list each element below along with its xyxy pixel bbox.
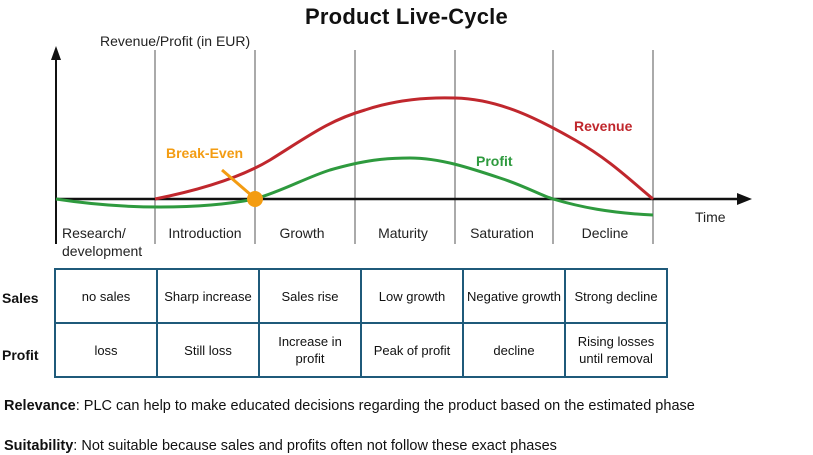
suitability-paragraph: Suitability: Not suitable because sales … — [4, 438, 557, 454]
y-axis-label: Revenue/Profit (in EUR) — [100, 33, 250, 49]
relevance-paragraph: Relevance: PLC can help to make educated… — [4, 398, 695, 414]
profit-curve — [55, 156, 654, 217]
phase-dividers — [154, 50, 654, 244]
suitability-text: : Not suitable because sales and profits… — [73, 438, 557, 454]
relevance-label: Relevance — [4, 398, 76, 414]
table-cell: Sales rise — [258, 268, 362, 324]
table-cell: Still loss — [156, 322, 260, 378]
table-cell: Peak of profit — [360, 322, 464, 378]
phase-label-saturation: Saturation — [470, 225, 534, 241]
phase-label-growth: Growth — [279, 225, 324, 241]
row-label-profit: Profit — [2, 347, 39, 363]
plc-chart: Revenue/Profit (in EUR) Time Revenue Pro… — [51, 33, 752, 259]
table-row-profit: loss Still loss Increase in profit Peak … — [54, 322, 668, 378]
break-even-point — [247, 191, 263, 207]
break-even-label: Break-Even — [166, 145, 243, 161]
suitability-label: Suitability — [4, 438, 74, 454]
phase-label-maturity: Maturity — [378, 225, 428, 241]
phase-table: no sales Sharp increase Sales rise Low g… — [54, 268, 668, 378]
phase-label-research-line2: development — [62, 243, 142, 259]
table-cell: Negative growth — [462, 268, 566, 324]
table-cell: Sharp increase — [156, 268, 260, 324]
table-cell: Increase in profit — [258, 322, 362, 378]
break-even-pointer — [221, 168, 252, 197]
table-cell: Strong decline — [564, 268, 668, 324]
table-cell: loss — [54, 322, 158, 378]
phase-label-introduction: Introduction — [168, 225, 241, 241]
revenue-label: Revenue — [574, 118, 633, 134]
profit-label: Profit — [476, 153, 513, 169]
phase-label-decline: Decline — [582, 225, 629, 241]
table-row-sales: no sales Sharp increase Sales rise Low g… — [54, 268, 668, 324]
phase-label-research: Research/ — [62, 225, 126, 241]
diagram-title: Product Live-Cycle — [305, 4, 508, 29]
table-cell: Low growth — [360, 268, 464, 324]
y-axis-arrow — [51, 46, 61, 60]
table-cell: no sales — [54, 268, 158, 324]
table-cell: Rising losses until removal — [564, 322, 668, 378]
row-label-sales: Sales — [2, 290, 39, 306]
table-cell: decline — [462, 322, 566, 378]
x-axis-arrow — [737, 193, 752, 205]
relevance-text: : PLC can help to make educated decision… — [75, 398, 695, 414]
revenue-curve — [154, 96, 654, 201]
x-axis-label: Time — [695, 209, 726, 225]
